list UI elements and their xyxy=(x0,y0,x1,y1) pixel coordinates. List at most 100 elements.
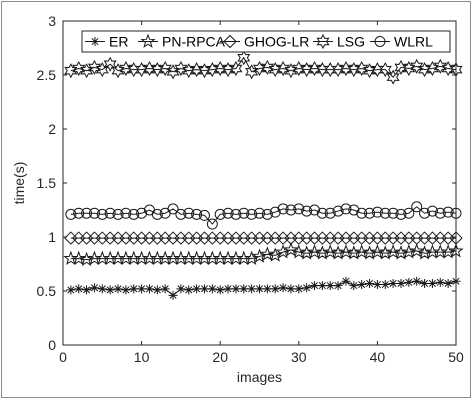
data-point xyxy=(417,245,433,260)
series-pn-rpca xyxy=(63,242,464,267)
legend-label: ER xyxy=(109,34,128,50)
data-point xyxy=(119,60,133,77)
data-point xyxy=(81,207,93,219)
data-point xyxy=(434,207,446,219)
data-point xyxy=(184,285,194,295)
x-tick-label: 30 xyxy=(291,349,307,365)
data-point xyxy=(347,62,361,78)
data-point xyxy=(230,208,242,220)
data-point xyxy=(293,203,305,215)
legend-box xyxy=(81,30,451,53)
data-point xyxy=(66,285,76,295)
y-axis-label: time(s) xyxy=(11,162,27,205)
data-point xyxy=(104,207,116,219)
data-point xyxy=(387,207,399,219)
data-point xyxy=(369,244,385,259)
data-point xyxy=(160,284,170,294)
y-tick-label: 3 xyxy=(48,13,56,29)
data-point xyxy=(64,63,78,79)
data-point xyxy=(339,60,353,77)
legend-marker xyxy=(374,36,386,47)
data-point xyxy=(307,60,322,77)
y-tick-label: 1 xyxy=(48,229,56,245)
data-point xyxy=(395,208,407,220)
data-point xyxy=(103,56,117,72)
legend-entry: LSG xyxy=(313,34,365,50)
data-point xyxy=(442,206,454,218)
data-point xyxy=(183,207,195,219)
data-point xyxy=(322,244,338,259)
data-point xyxy=(449,231,463,245)
series-ghog-lr xyxy=(64,231,463,245)
data-point xyxy=(385,244,401,259)
data-point xyxy=(259,246,275,261)
data-point xyxy=(255,284,264,294)
data-point xyxy=(79,251,95,267)
data-point xyxy=(354,244,370,259)
data-point xyxy=(267,247,283,262)
data-point xyxy=(301,205,313,217)
data-point xyxy=(270,284,280,294)
data-point xyxy=(404,277,414,287)
data-point xyxy=(151,208,163,220)
data-point xyxy=(348,204,360,216)
data-point xyxy=(105,285,115,295)
data-point xyxy=(166,64,180,80)
data-point xyxy=(448,243,464,258)
data-point xyxy=(190,62,204,78)
data-point xyxy=(268,62,282,78)
data-point xyxy=(237,50,251,66)
data-point xyxy=(309,204,321,216)
data-point xyxy=(95,62,109,78)
data-point xyxy=(425,60,439,77)
data-point xyxy=(158,60,172,77)
data-point xyxy=(182,63,196,79)
data-point xyxy=(410,58,424,74)
data-point xyxy=(252,60,267,77)
data-point xyxy=(112,208,124,220)
data-point xyxy=(443,278,453,288)
data-point xyxy=(168,290,178,300)
legend-entry: PN-RPCA xyxy=(138,34,226,50)
data-point xyxy=(341,276,351,286)
data-point xyxy=(403,207,415,219)
data-point xyxy=(412,276,422,286)
data-point xyxy=(435,277,445,287)
data-point xyxy=(361,245,378,260)
data-point xyxy=(144,284,154,294)
data-point xyxy=(207,284,217,294)
series-wlrl xyxy=(65,201,462,230)
data-point xyxy=(191,208,203,220)
data-point xyxy=(231,284,241,294)
legend-label: GHOG-LR xyxy=(244,34,309,50)
data-point xyxy=(73,207,85,219)
data-point xyxy=(284,63,298,79)
data-point xyxy=(393,245,409,260)
data-point xyxy=(269,206,281,218)
data-point xyxy=(362,63,377,79)
data-point xyxy=(246,208,258,220)
data-point xyxy=(142,60,157,77)
series-line xyxy=(70,249,457,261)
data-point xyxy=(214,208,226,220)
legend-entry: WLRL xyxy=(370,34,433,50)
data-point xyxy=(324,207,336,219)
data-point xyxy=(89,283,99,293)
data-point xyxy=(245,64,259,80)
series-er xyxy=(66,276,461,300)
data-point xyxy=(330,245,346,260)
data-point xyxy=(294,284,304,294)
data-point xyxy=(377,245,393,260)
data-point xyxy=(74,284,84,294)
data-point xyxy=(120,207,132,219)
data-point xyxy=(276,60,290,77)
x-tick-label: 20 xyxy=(212,349,228,365)
data-point xyxy=(441,60,455,77)
data-point xyxy=(365,278,375,288)
data-point xyxy=(65,208,77,220)
y-tick-label: 0 xyxy=(48,337,56,353)
data-point xyxy=(316,207,328,219)
legend-label: WLRL xyxy=(394,34,433,50)
x-axis-label: images xyxy=(237,369,282,385)
